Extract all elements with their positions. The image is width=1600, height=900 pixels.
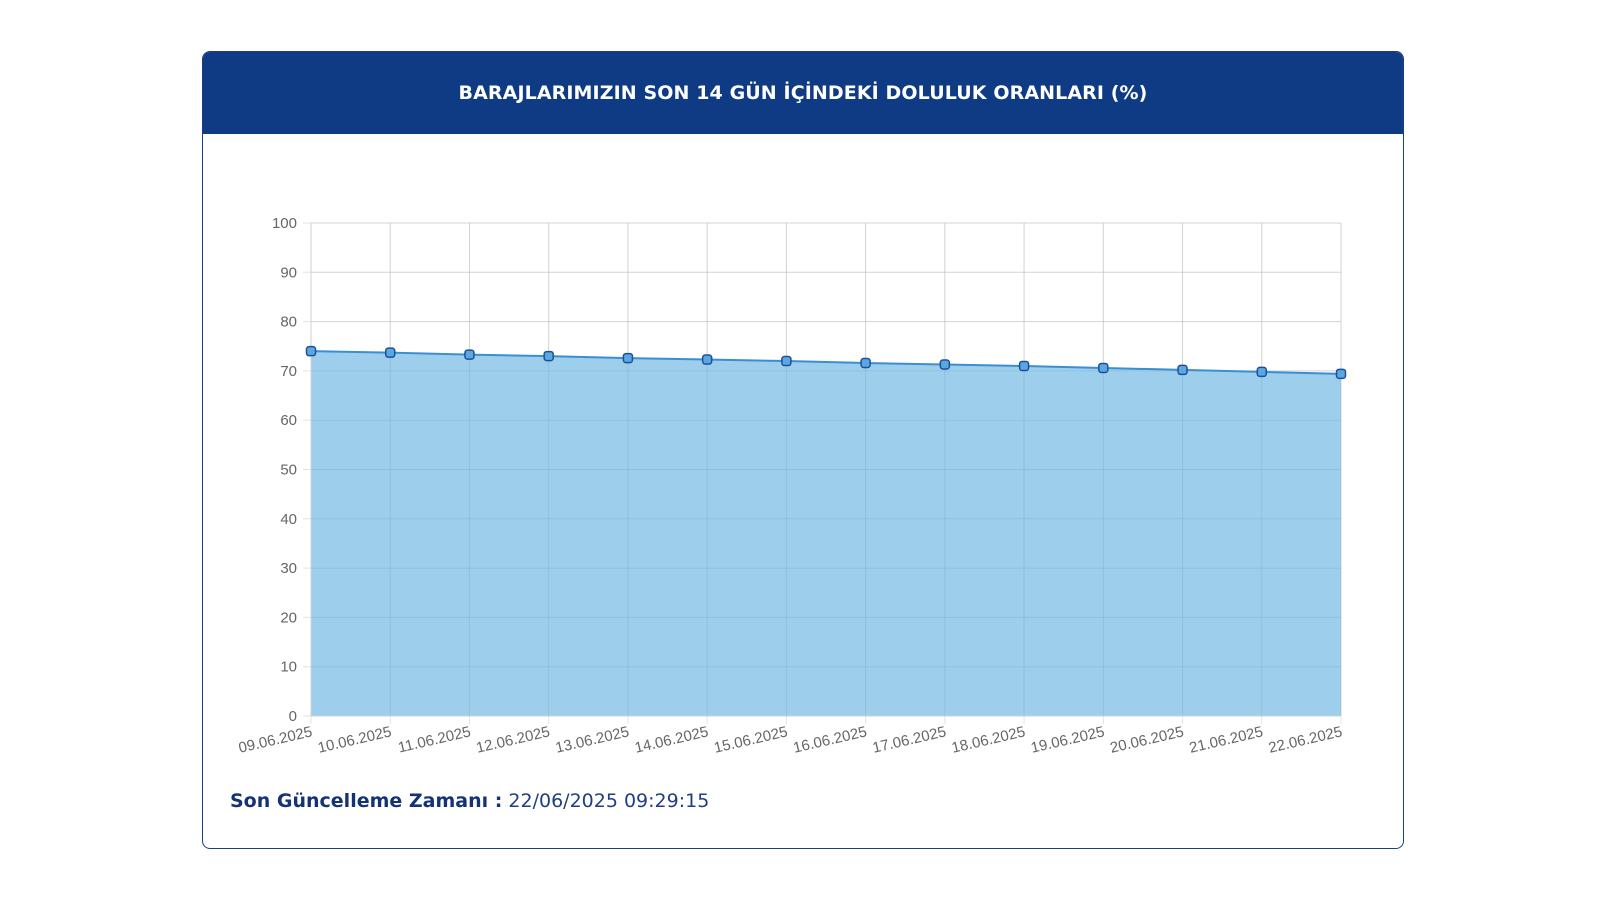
data-point: [1098, 362, 1109, 374]
data-point: [543, 350, 554, 362]
area-fill: [311, 351, 1341, 716]
x-tick-label: 21.06.2025: [1188, 723, 1265, 756]
y-tick-labels: 0 10 20 30 40 50 60 70 80 90 100: [272, 215, 297, 725]
data-point: [939, 359, 951, 370]
y-tick-label: 70: [280, 363, 297, 380]
x-tick-label: 15.06.2025: [712, 723, 789, 756]
y-tick-label: 90: [280, 264, 297, 281]
y-tick-label: 20: [280, 609, 297, 626]
y-tick-label: 40: [280, 511, 297, 528]
chart-title: BARAJLARIMIZIN SON 14 GÜN İÇİNDEKİ DOLUL…: [458, 82, 1148, 104]
x-tick-label: 19.06.2025: [1029, 723, 1106, 756]
data-points: [305, 345, 1347, 380]
x-tick-labels: 09.06.2025 10.06.2025 11.06.2025 12.06.2025…: [237, 723, 1344, 756]
y-tick-label: 80: [280, 314, 297, 331]
last-updated-label: Son Güncelleme Zamanı :: [230, 790, 503, 812]
data-point: [622, 352, 634, 364]
y-tick-label: 50: [280, 462, 297, 479]
chart-card: BARAJLARIMIZIN SON 14 GÜN İÇİNDEKİ DOLUL…: [202, 51, 1404, 849]
x-tick-label: 17.06.2025: [871, 723, 948, 756]
y-tick-label: 10: [280, 659, 297, 676]
data-point: [1335, 368, 1347, 380]
last-updated: Son Güncelleme Zamanı : 22/06/2025 09:29…: [230, 790, 709, 812]
x-tick-label: 16.06.2025: [792, 723, 869, 756]
x-tick-label: 22.06.2025: [1267, 723, 1344, 756]
x-tick-label: 09.06.2025: [237, 723, 314, 756]
x-tick-label: 18.06.2025: [950, 723, 1027, 756]
y-tick-label: 0: [289, 708, 297, 725]
data-point: [860, 357, 871, 369]
x-tick-label: 11.06.2025: [396, 723, 472, 756]
area-layer: [310, 222, 1342, 717]
x-tick-label: 14.06.2025: [633, 723, 710, 756]
data-point: [781, 355, 792, 367]
y-tick-label: 100: [272, 215, 297, 232]
y-tick-label: 60: [280, 412, 297, 429]
data-point: [701, 354, 713, 365]
y-tick-label: 30: [280, 560, 297, 577]
data-point: [384, 347, 396, 358]
card-header: BARAJLARIMIZIN SON 14 GÜN İÇİNDEKİ DOLUL…: [203, 52, 1403, 134]
data-point: [1256, 366, 1268, 378]
axes: [310, 223, 1341, 717]
area-chart: 0 10 20 30 40 50 60 70 80 90 100 09.06.2025 10.06.2…: [237, 215, 1347, 757]
x-tick-label: 13.06.2025: [554, 723, 631, 756]
data-point: [1177, 364, 1188, 376]
data-point: [305, 345, 317, 357]
x-tick-label: 10.06.2025: [316, 723, 393, 756]
data-point: [464, 349, 475, 360]
x-tick-label: 12.06.2025: [475, 723, 552, 756]
data-point: [1018, 360, 1030, 372]
series-line: [310, 350, 1342, 375]
last-updated-value: 22/06/2025 09:29:15: [508, 790, 710, 812]
x-tick-label: 20.06.2025: [1108, 723, 1185, 756]
